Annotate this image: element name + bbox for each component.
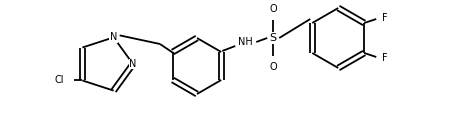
Text: O: O [269, 62, 277, 72]
Text: N: N [130, 59, 137, 69]
Text: F: F [382, 13, 388, 23]
Text: N: N [110, 32, 117, 42]
Text: S: S [270, 33, 277, 43]
Text: Cl: Cl [55, 76, 65, 85]
Text: NH: NH [238, 37, 252, 47]
Text: O: O [269, 4, 277, 14]
Text: F: F [382, 53, 388, 63]
